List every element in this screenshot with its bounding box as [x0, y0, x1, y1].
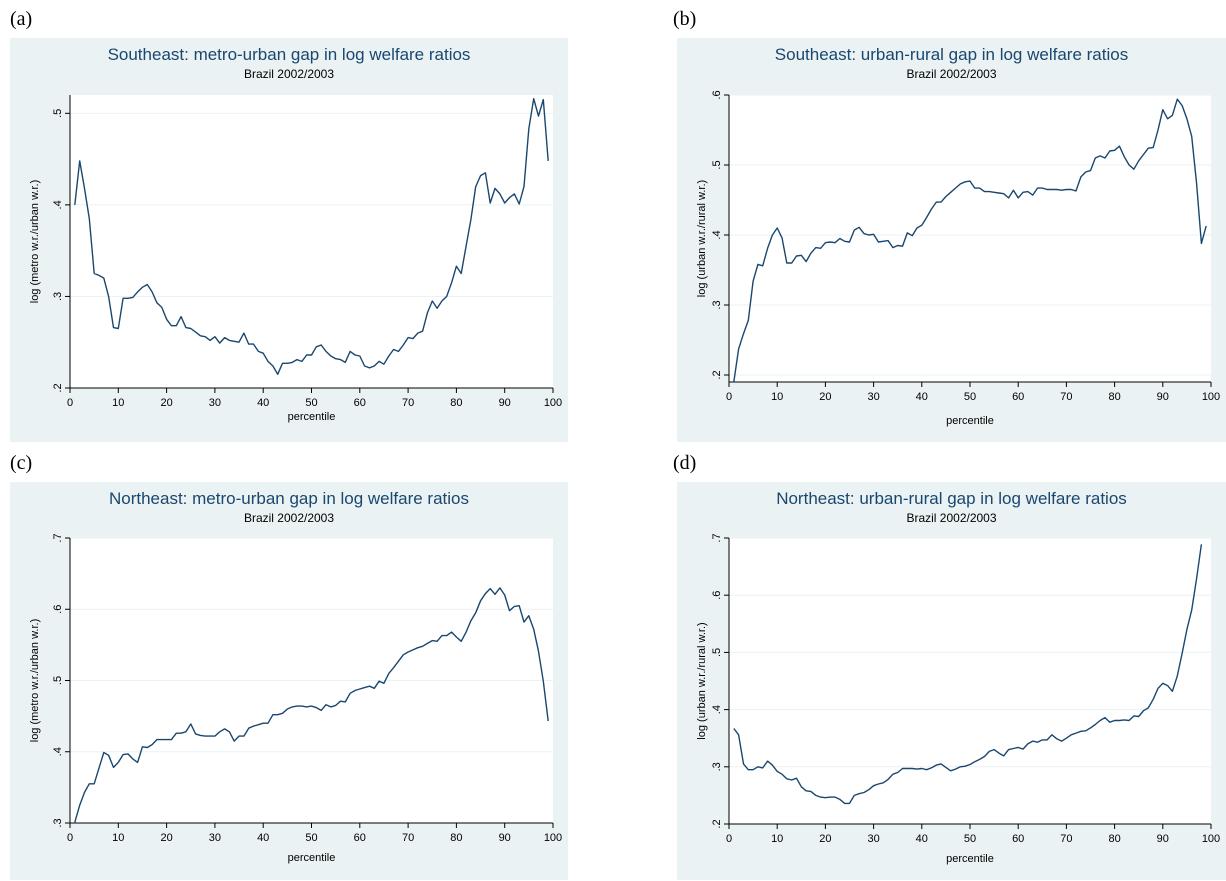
y-axis-label: log (metro w.r./urban w.r.)	[29, 619, 41, 743]
x-axis-label: percentile	[288, 852, 336, 864]
x-tick-label: 70	[1060, 391, 1072, 403]
y-tick-label: .7	[711, 533, 723, 542]
x-tick-label: 50	[964, 833, 976, 845]
y-tick-label: .6	[711, 591, 723, 600]
chart-panel-northeast-metro-urban: Northeast: metro-urban gap in log welfar…	[10, 482, 568, 880]
x-tick-label: 60	[1012, 391, 1024, 403]
chart-title: Southeast: urban-rural gap in log welfar…	[775, 45, 1128, 64]
chart-northeast-metro-urban: Northeast: metro-urban gap in log welfar…	[29, 489, 562, 864]
x-tick-label: 70	[402, 397, 414, 409]
y-tick-label: .4	[52, 200, 64, 209]
x-tick-label: 20	[819, 833, 831, 845]
series-line	[74, 98, 549, 375]
chart-northeast-urban-rural: Northeast: urban-rural gap in log welfar…	[696, 489, 1220, 865]
y-tick-label: .4	[711, 705, 723, 714]
x-tick-label: 20	[160, 397, 172, 409]
y-tick-label: .3	[711, 300, 723, 309]
x-axis-label: percentile	[946, 415, 994, 427]
x-tick-label: 50	[964, 391, 976, 403]
x-tick-label: 30	[209, 832, 221, 844]
x-tick-label: 40	[916, 833, 928, 845]
x-tick-label: 40	[916, 391, 928, 403]
x-tick-label: 10	[771, 391, 783, 403]
x-axis-label: percentile	[288, 411, 336, 423]
x-tick-label: 80	[450, 832, 462, 844]
y-tick-label: .5	[52, 109, 64, 118]
y-tick-label: .3	[711, 762, 723, 771]
y-tick-label: .6	[52, 605, 64, 614]
x-tick-label: 10	[112, 397, 124, 409]
plot-area	[729, 95, 1211, 382]
x-tick-label: 10	[771, 833, 783, 845]
x-tick-label: 0	[726, 391, 732, 403]
x-tick-label: 0	[726, 833, 732, 845]
x-tick-label: 60	[1012, 833, 1024, 845]
chart-panel-northeast-urban-rural: Northeast: urban-rural gap in log welfar…	[677, 482, 1226, 880]
x-tick-label: 90	[499, 397, 511, 409]
x-tick-label: 80	[450, 397, 462, 409]
panel-label-a: (a)	[10, 8, 33, 30]
x-tick-label: 80	[1108, 833, 1120, 845]
chart-title: Northeast: urban-rural gap in log welfar…	[776, 489, 1127, 508]
x-axis-label: percentile	[946, 853, 994, 865]
x-tick-label: 20	[160, 832, 172, 844]
y-tick-label: .3	[52, 292, 64, 301]
panel-label-d: (d)	[673, 452, 697, 474]
chart-title: Northeast: metro-urban gap in log welfar…	[109, 489, 469, 508]
y-tick-label: .6	[711, 90, 723, 99]
x-tick-label: 30	[867, 391, 879, 403]
x-tick-label: 100	[544, 397, 562, 409]
chart-title: Southeast: metro-urban gap in log welfar…	[108, 45, 471, 64]
x-tick-label: 100	[544, 832, 562, 844]
x-tick-label: 30	[209, 397, 221, 409]
chart-subtitle: Brazil 2002/2003	[906, 511, 996, 525]
chart-subtitle: Brazil 2002/2003	[244, 511, 334, 525]
x-tick-label: 90	[1157, 833, 1169, 845]
chart-southeast-urban-rural: Southeast: urban-rural gap in log welfar…	[696, 45, 1220, 427]
x-tick-label: 100	[1202, 391, 1220, 403]
x-tick-label: 90	[1157, 391, 1169, 403]
chart-southeast-metro-urban: Southeast: metro-urban gap in log welfar…	[29, 45, 562, 423]
x-tick-label: 90	[499, 832, 511, 844]
panel-label-b: (b)	[673, 8, 697, 30]
series-line	[74, 587, 549, 823]
x-tick-label: 60	[354, 832, 366, 844]
x-tick-label: 60	[354, 397, 366, 409]
x-tick-label: 20	[819, 391, 831, 403]
y-tick-label: .5	[711, 648, 723, 657]
x-tick-label: 100	[1202, 833, 1220, 845]
x-tick-label: 30	[867, 833, 879, 845]
panel-label-c: (c)	[10, 452, 33, 474]
x-tick-label: 50	[305, 397, 317, 409]
y-axis-label: log (urban w.r./rural w.r.)	[696, 180, 708, 297]
x-tick-label: 70	[402, 832, 414, 844]
x-tick-label: 50	[305, 832, 317, 844]
y-tick-label: .2	[711, 370, 723, 379]
y-axis-label: log (metro w.r./urban w.r.)	[29, 180, 41, 304]
y-axis-label: log (urban w.r./rural w.r.)	[696, 622, 708, 739]
x-tick-label: 0	[67, 397, 73, 409]
y-tick-label: .7	[52, 533, 64, 542]
y-tick-label: .4	[711, 230, 723, 239]
x-tick-label: 10	[112, 832, 124, 844]
chart-subtitle: Brazil 2002/2003	[906, 67, 996, 81]
series-line	[733, 98, 1207, 383]
chart-subtitle: Brazil 2002/2003	[244, 67, 334, 81]
y-tick-label: .5	[711, 160, 723, 169]
x-tick-label: 0	[67, 832, 73, 844]
y-tick-label: .2	[52, 383, 64, 392]
plot-area	[70, 95, 553, 388]
chart-panel-southeast-metro-urban: Southeast: metro-urban gap in log welfar…	[10, 38, 568, 442]
y-tick-label: .5	[52, 676, 64, 685]
chart-panel-southeast-urban-rural: Southeast: urban-rural gap in log welfar…	[677, 38, 1226, 442]
x-tick-label: 40	[257, 832, 269, 844]
plot-area	[729, 538, 1211, 824]
y-tick-label: .4	[52, 747, 64, 756]
y-tick-label: .2	[711, 819, 723, 828]
x-tick-label: 80	[1108, 391, 1120, 403]
series-line	[733, 544, 1203, 805]
y-tick-label: .3	[52, 818, 64, 827]
x-tick-label: 70	[1060, 833, 1072, 845]
x-tick-label: 40	[257, 397, 269, 409]
